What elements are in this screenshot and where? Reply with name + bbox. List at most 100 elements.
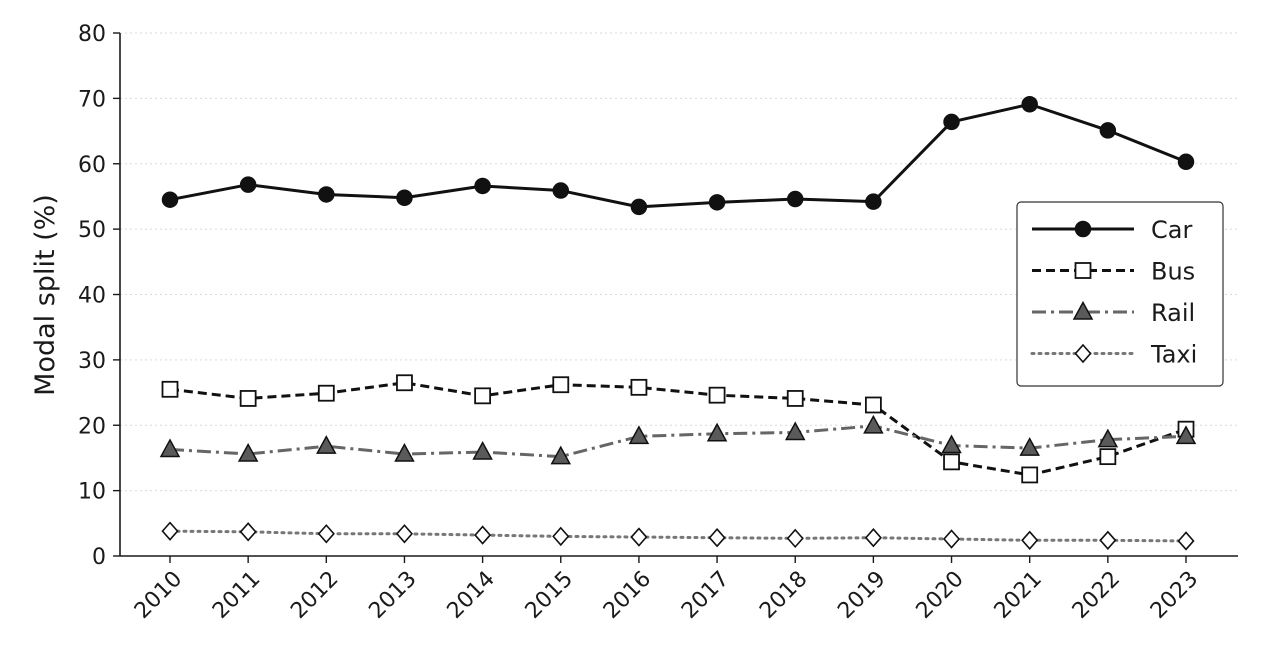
legend-marker-taxi xyxy=(1074,343,1092,364)
rail-point-2019 xyxy=(863,414,884,434)
x-tick-label-2015: 2015 xyxy=(521,567,578,624)
car-point-2021 xyxy=(1021,96,1038,113)
taxi-point-2018 xyxy=(786,528,804,549)
taxi-point-2019 xyxy=(864,527,882,548)
bus-point-2018 xyxy=(786,390,804,407)
rail-point-2012 xyxy=(316,435,337,454)
rail-point-2013 xyxy=(394,442,415,462)
series-rail xyxy=(159,414,1197,465)
x-tick-label-2013: 2013 xyxy=(364,567,421,624)
rail-point-2016 xyxy=(628,425,650,445)
x-tick-label-2012: 2012 xyxy=(286,567,343,624)
bus-point-2015 xyxy=(552,376,570,394)
car-point-2020 xyxy=(943,113,960,131)
car-point-2012 xyxy=(318,186,335,203)
x-tick-label-2022: 2022 xyxy=(1068,567,1125,624)
rail-point-2022 xyxy=(1097,428,1119,448)
taxi-point-2022 xyxy=(1099,530,1117,551)
rail-point-2023 xyxy=(1175,425,1197,445)
x-tick-label-2018: 2018 xyxy=(755,567,812,624)
rail-point-2017 xyxy=(706,422,728,442)
x-tick-label-2017: 2017 xyxy=(677,567,734,624)
rail-line xyxy=(169,424,1187,459)
y-ticks: 0 10 20 30 40 50 60 70 80 xyxy=(78,22,120,570)
car-point-2014 xyxy=(474,177,491,195)
bus-point-2017 xyxy=(708,386,726,404)
y-tick-label-30: 30 xyxy=(78,349,106,374)
rail-point-2018 xyxy=(784,421,806,441)
y-axis-label: Modal split (%) xyxy=(30,194,61,396)
x-tick-label-2023: 2023 xyxy=(1146,567,1203,624)
legend-marker-bus xyxy=(1074,262,1092,279)
y-tick-label-0: 0 xyxy=(92,545,106,570)
bus-line xyxy=(169,381,1187,477)
y-tick-label-10: 10 xyxy=(78,480,106,505)
legend-label-car: Car xyxy=(1151,216,1192,244)
y-tick-label-40: 40 xyxy=(78,284,106,309)
x-tick-label-2016: 2016 xyxy=(599,567,656,624)
legend: Car Bus Rail Taxi xyxy=(1016,201,1224,387)
bus-point-2019 xyxy=(864,396,882,414)
taxi-point-2011 xyxy=(239,522,257,542)
legend-marker-rail xyxy=(1072,300,1094,320)
x-tick-label-2010: 2010 xyxy=(130,567,187,624)
taxi-point-2017 xyxy=(708,527,726,548)
bus-point-2011 xyxy=(239,390,257,407)
series-bus xyxy=(161,374,1195,484)
taxi-point-2013 xyxy=(395,524,414,544)
x-tick-label-2021: 2021 xyxy=(990,567,1047,624)
x-ticks: 2010 2011 2012 2013 2014 2015 2016 2017 2018 2019… xyxy=(130,556,1203,624)
rail-point-2020 xyxy=(941,434,962,454)
taxi-point-2015 xyxy=(552,526,570,547)
taxi-point-2010 xyxy=(161,521,179,541)
legend-label-rail: Rail xyxy=(1151,299,1195,327)
y-tick-label-20: 20 xyxy=(78,414,106,439)
bus-point-2012 xyxy=(317,384,335,402)
x-tick-label-2014: 2014 xyxy=(443,567,500,624)
car-point-2023 xyxy=(1177,153,1195,171)
series-layer xyxy=(159,96,1197,551)
taxi-point-2023 xyxy=(1177,531,1195,551)
rail-point-2021 xyxy=(1019,437,1040,456)
legend-marker-car xyxy=(1074,220,1092,238)
taxi-point-2020 xyxy=(942,529,961,549)
series-car xyxy=(161,96,1195,216)
car-point-2016 xyxy=(630,198,648,216)
car-point-2010 xyxy=(161,191,179,208)
bus-point-2016 xyxy=(630,378,648,396)
bus-point-2010 xyxy=(161,380,179,398)
bus-point-2013 xyxy=(396,374,413,392)
rail-point-2010 xyxy=(159,438,181,458)
taxi-line xyxy=(168,529,1188,543)
car-point-2017 xyxy=(708,194,726,211)
x-tick-label-2020: 2020 xyxy=(912,567,969,624)
taxi-point-2014 xyxy=(474,525,492,545)
car-line xyxy=(169,102,1187,209)
bus-point-2021 xyxy=(1021,466,1039,484)
y-tick-label-60: 60 xyxy=(78,153,106,178)
car-point-2015 xyxy=(552,182,570,199)
legend-label-bus: Bus xyxy=(1151,258,1195,286)
legend-label-taxi: Taxi xyxy=(1150,341,1197,369)
taxi-point-2012 xyxy=(317,524,335,544)
rail-point-2014 xyxy=(472,440,493,460)
rail-point-2015 xyxy=(550,445,572,465)
car-point-2011 xyxy=(239,176,257,193)
y-tick-label-50: 50 xyxy=(78,218,106,243)
x-tick-label-2011: 2011 xyxy=(208,567,265,624)
taxi-point-2021 xyxy=(1021,530,1039,551)
bus-point-2014 xyxy=(474,387,492,405)
legend-frame xyxy=(1016,201,1224,387)
car-point-2018 xyxy=(786,190,804,208)
car-point-2013 xyxy=(396,189,413,206)
x-tick-label-2019: 2019 xyxy=(833,567,890,624)
car-point-2022 xyxy=(1099,122,1117,139)
car-point-2019 xyxy=(865,193,882,210)
bus-point-2022 xyxy=(1099,448,1117,466)
series-taxi xyxy=(161,521,1195,551)
y-tick-label-80: 80 xyxy=(78,22,106,47)
bus-point-2020 xyxy=(943,453,960,471)
y-tick-label-70: 70 xyxy=(78,87,106,112)
rail-point-2011 xyxy=(237,442,259,462)
